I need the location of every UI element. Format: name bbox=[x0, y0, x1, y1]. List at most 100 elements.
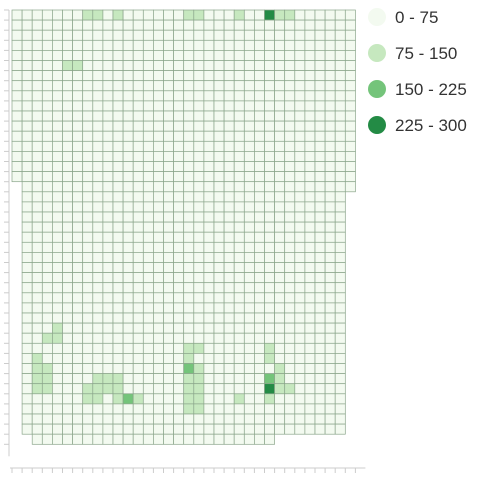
heatmap-cell bbox=[285, 151, 295, 161]
heatmap-cell bbox=[204, 374, 214, 384]
heatmap-cell bbox=[285, 101, 295, 111]
heatmap-cell bbox=[325, 151, 335, 161]
heatmap-cell bbox=[325, 182, 335, 192]
heatmap-cell bbox=[315, 202, 325, 212]
heatmap-cell bbox=[32, 20, 42, 30]
heatmap-cell bbox=[345, 121, 355, 131]
heatmap-cell bbox=[133, 252, 143, 262]
heatmap-cell bbox=[275, 424, 285, 434]
heatmap-cell bbox=[265, 202, 275, 212]
heatmap-cell bbox=[164, 323, 174, 333]
heatmap-cell bbox=[123, 10, 133, 20]
heatmap-cell bbox=[93, 364, 103, 374]
heatmap-cell bbox=[164, 414, 174, 424]
heatmap-cell bbox=[42, 414, 52, 424]
heatmap-cell bbox=[295, 20, 305, 30]
heatmap-cell bbox=[42, 434, 52, 444]
heatmap-cell bbox=[143, 192, 153, 202]
heatmap-cell bbox=[32, 111, 42, 121]
heatmap-cell bbox=[123, 111, 133, 121]
heatmap-cell bbox=[73, 263, 83, 273]
heatmap-cell bbox=[265, 293, 275, 303]
heatmap-cell bbox=[224, 374, 234, 384]
heatmap-cell bbox=[275, 202, 285, 212]
heatmap-cell bbox=[204, 101, 214, 111]
heatmap-cell bbox=[214, 212, 224, 222]
heatmap-cell bbox=[133, 20, 143, 30]
heatmap-cell bbox=[335, 101, 345, 111]
heatmap-cell bbox=[153, 20, 163, 30]
heatmap-cell bbox=[174, 121, 184, 131]
heatmap-cell bbox=[224, 131, 234, 141]
heatmap-cell bbox=[103, 182, 113, 192]
heatmap-cell bbox=[224, 61, 234, 71]
heatmap-cell bbox=[93, 91, 103, 101]
heatmap-cell bbox=[345, 101, 355, 111]
heatmap-cell bbox=[52, 404, 62, 414]
heatmap-cell bbox=[325, 232, 335, 242]
heatmap-cell bbox=[315, 151, 325, 161]
heatmap-cell bbox=[295, 313, 305, 323]
heatmap-cell bbox=[265, 212, 275, 222]
heatmap-cell bbox=[194, 303, 204, 313]
heatmap-cell bbox=[265, 404, 275, 414]
heatmap-cell bbox=[133, 162, 143, 172]
heatmap-cell bbox=[12, 162, 22, 172]
heatmap-cell bbox=[254, 111, 264, 121]
heatmap-cell bbox=[22, 151, 32, 161]
heatmap-cell bbox=[335, 232, 345, 242]
heatmap-cell bbox=[93, 384, 103, 394]
heatmap-cell bbox=[164, 252, 174, 262]
heatmap-cell bbox=[305, 384, 315, 394]
heatmap-cell bbox=[234, 151, 244, 161]
heatmap-cell bbox=[204, 10, 214, 20]
heatmap-cell bbox=[113, 192, 123, 202]
heatmap-cell bbox=[12, 101, 22, 111]
heatmap-cell bbox=[12, 111, 22, 121]
heatmap-cell bbox=[214, 71, 224, 81]
heatmap-cell bbox=[73, 333, 83, 343]
heatmap-cell bbox=[244, 91, 254, 101]
heatmap-cell bbox=[83, 182, 93, 192]
heatmap-cell bbox=[52, 30, 62, 40]
heatmap-cell bbox=[325, 283, 335, 293]
heatmap-cell bbox=[93, 374, 103, 384]
heatmap-cell bbox=[335, 374, 345, 384]
heatmap-cell bbox=[295, 293, 305, 303]
legend-swatch bbox=[368, 44, 386, 62]
heatmap-cell bbox=[52, 242, 62, 252]
heatmap-cell bbox=[194, 212, 204, 222]
heatmap-cell bbox=[42, 242, 52, 252]
heatmap-cell bbox=[285, 283, 295, 293]
heatmap-cell bbox=[244, 111, 254, 121]
heatmap-cell bbox=[123, 364, 133, 374]
heatmap-cell bbox=[22, 424, 32, 434]
heatmap-cell bbox=[335, 242, 345, 252]
heatmap-cell bbox=[234, 101, 244, 111]
heatmap-cell bbox=[32, 364, 42, 374]
heatmap-cell bbox=[103, 81, 113, 91]
heatmap-cell bbox=[295, 172, 305, 182]
heatmap-cell bbox=[93, 61, 103, 71]
heatmap-cell bbox=[335, 111, 345, 121]
heatmap-cell bbox=[153, 434, 163, 444]
heatmap-cell bbox=[83, 30, 93, 40]
heatmap-cell bbox=[164, 101, 174, 111]
heatmap-cell bbox=[133, 131, 143, 141]
heatmap-cell bbox=[265, 343, 275, 353]
heatmap-cell bbox=[224, 364, 234, 374]
heatmap-cell bbox=[22, 20, 32, 30]
heatmap-cell bbox=[32, 394, 42, 404]
heatmap-cell bbox=[143, 333, 153, 343]
heatmap-cell bbox=[133, 121, 143, 131]
heatmap-cell bbox=[285, 20, 295, 30]
heatmap-cell bbox=[224, 323, 234, 333]
heatmap-cell bbox=[244, 202, 254, 212]
heatmap-cell bbox=[113, 283, 123, 293]
heatmap-cell bbox=[224, 343, 234, 353]
heatmap-cell bbox=[325, 394, 335, 404]
heatmap-cell bbox=[335, 323, 345, 333]
heatmap-cell bbox=[214, 293, 224, 303]
heatmap-cell bbox=[12, 141, 22, 151]
heatmap-cell bbox=[234, 162, 244, 172]
